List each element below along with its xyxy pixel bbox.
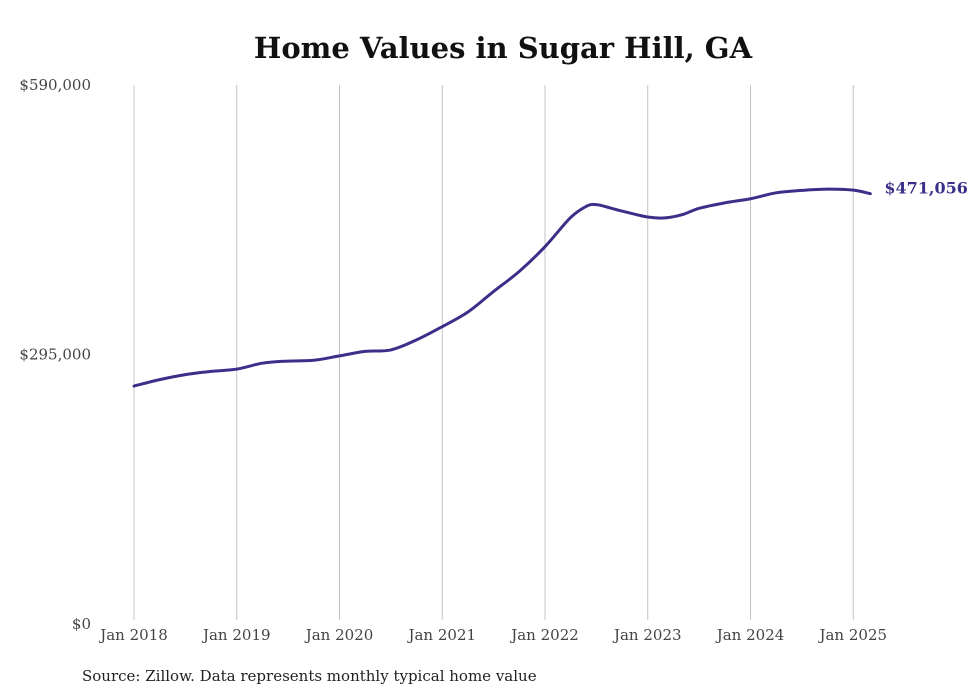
x-tick-label: Jan 2020 [304,626,374,644]
x-tick-label: Jan 2018 [98,626,168,644]
series-layer: $471,056 [132,179,968,388]
series-end-label: $471,056 [884,179,968,198]
chart-title: Home Values in Sugar Hill, GA [254,31,753,65]
series-line [132,187,872,388]
grid-lines [133,85,854,620]
x-tick-label: Jan 2021 [406,626,476,644]
x-tick-label: Jan 2019 [201,626,271,644]
x-tick-label: Jan 2022 [509,626,579,644]
x-tick-label: Jan 2025 [817,626,887,644]
source-note: Source: Zillow. Data represents monthly … [82,667,537,685]
x-tick-label: Jan 2023 [612,626,682,644]
y-tick-label: $590,000 [19,76,91,94]
x-tick-label: Jan 2024 [715,626,785,644]
y-tick-label: $295,000 [19,346,91,364]
y-axis-labels: $0 $295,000 $590,000 [19,76,91,633]
x-axis-labels: Jan 2018 Jan 2019 Jan 2020 Jan 2021 Jan 2022… [98,626,887,644]
y-tick-label: $0 [72,615,91,633]
